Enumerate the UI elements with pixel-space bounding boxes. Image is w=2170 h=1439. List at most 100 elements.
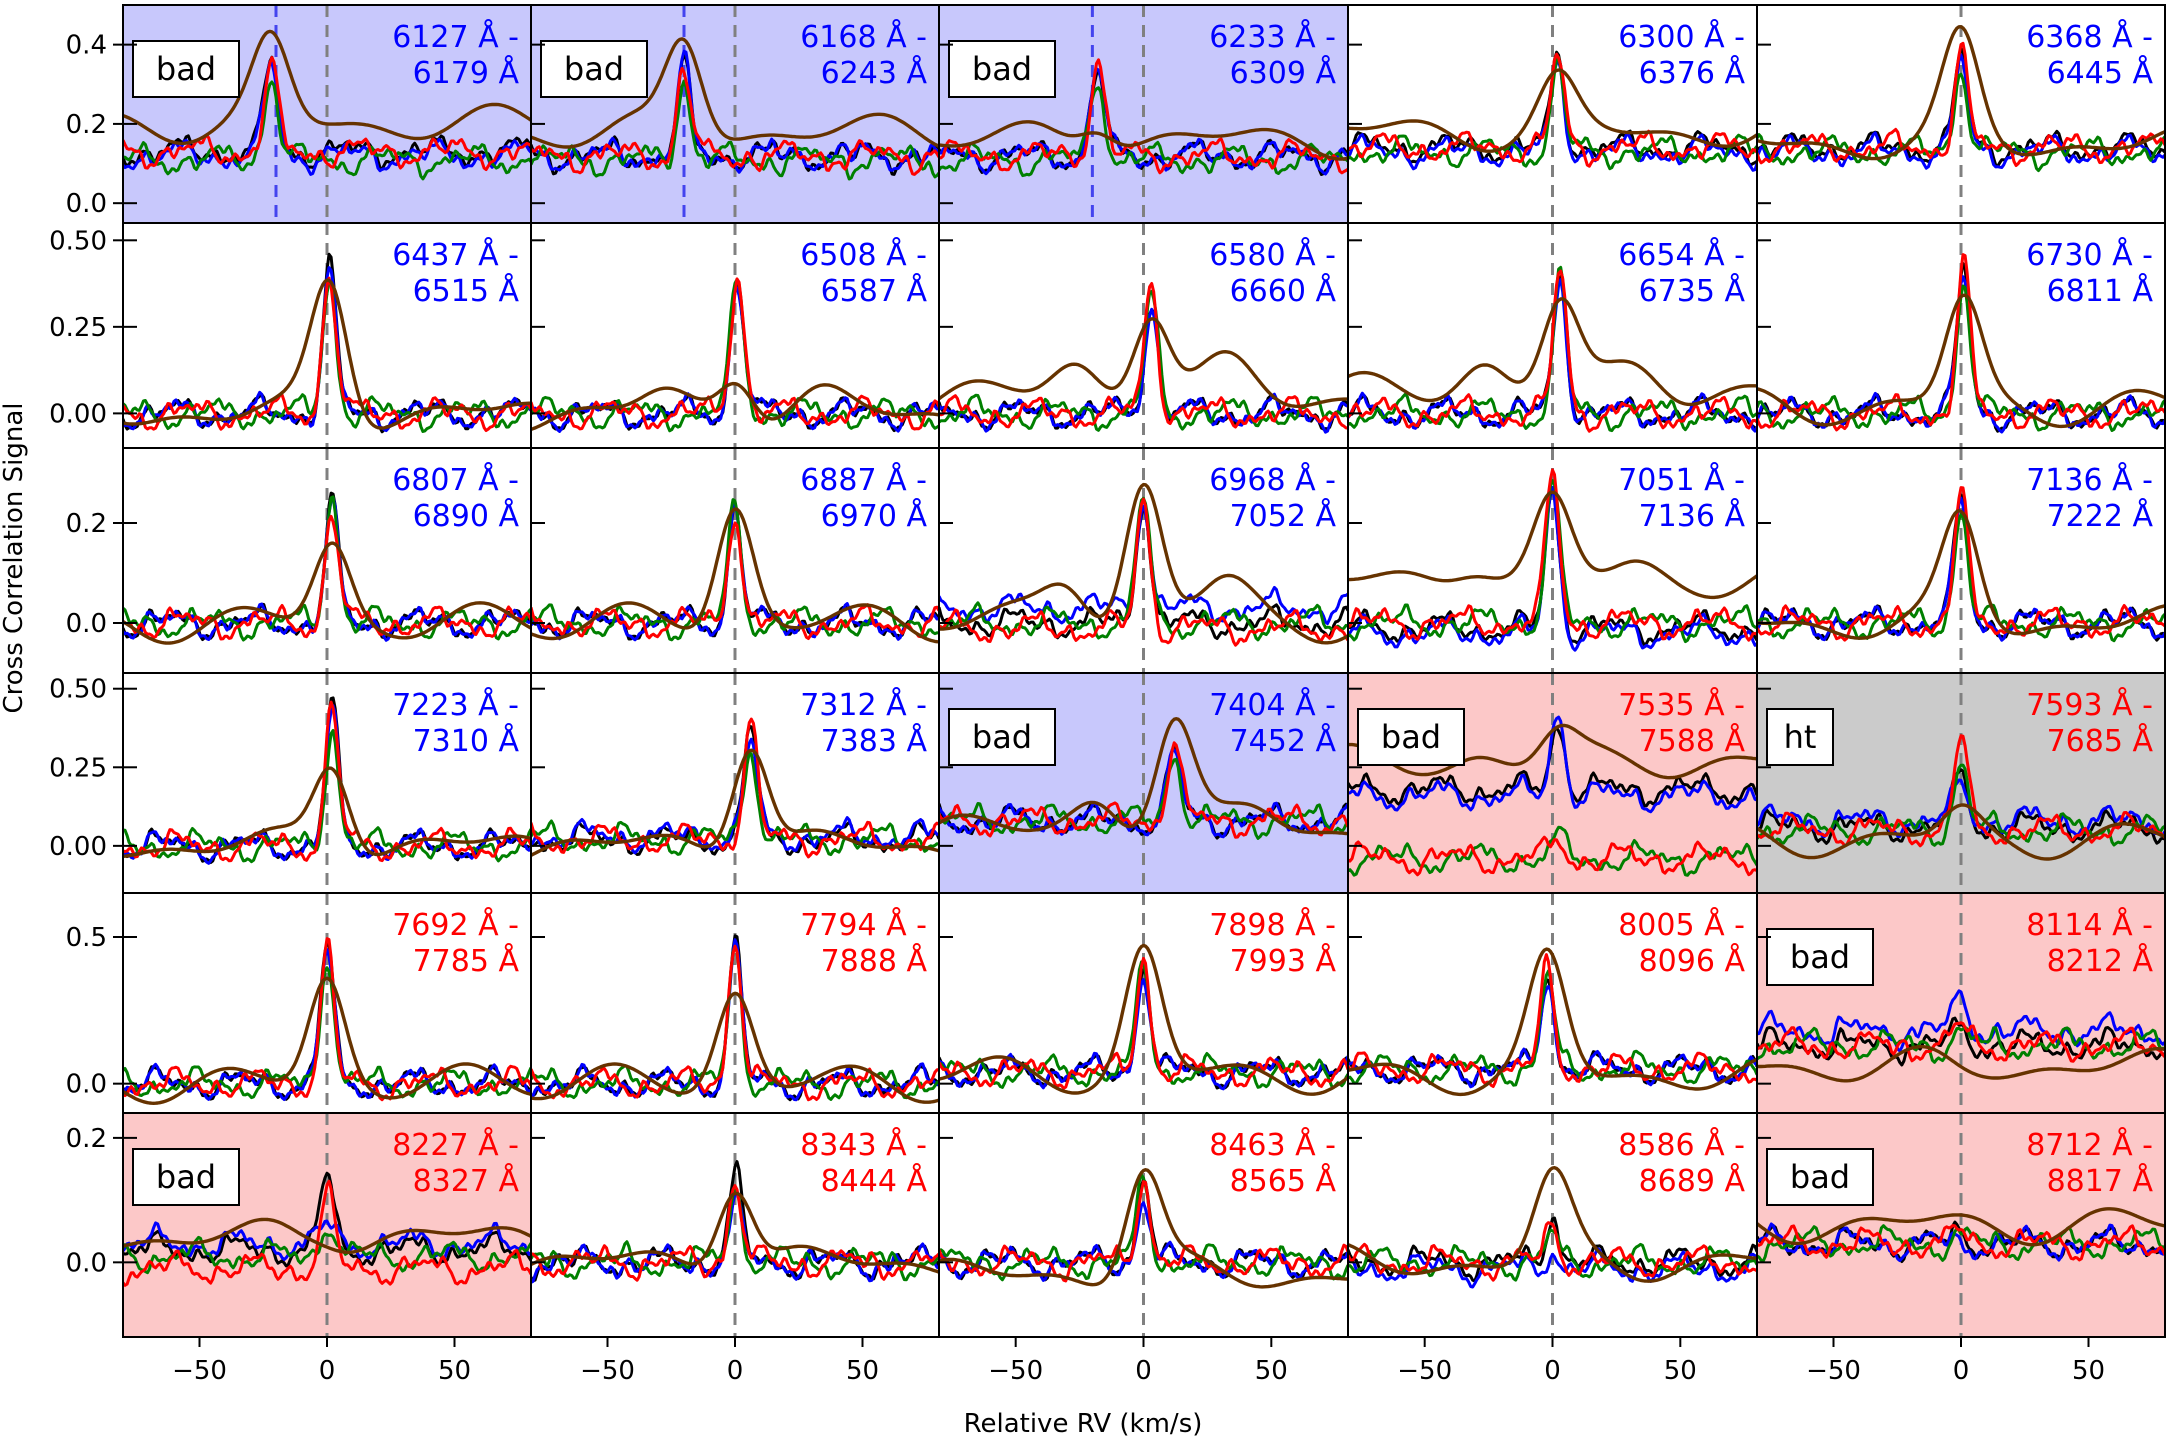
series-line-5 bbox=[1757, 293, 2165, 429]
series-line-5 bbox=[531, 991, 939, 1104]
range-label-line: 7222 Å bbox=[2047, 498, 2154, 534]
wavelength-range-label: 8005 Å -8096 Å bbox=[1618, 907, 1745, 979]
y-tick-label: 0.2 bbox=[66, 509, 107, 539]
wavelength-range-label: 7692 Å -7785 Å bbox=[392, 907, 519, 979]
wavelength-range-label: 7223 Å -7310 Å bbox=[392, 687, 519, 759]
series-line-4 bbox=[123, 937, 531, 1102]
quality-tag-box bbox=[132, 1148, 240, 1206]
range-label-line: 8327 Å bbox=[413, 1163, 520, 1199]
series-line-3 bbox=[1757, 1025, 2165, 1064]
series-line-4 bbox=[123, 700, 531, 863]
wavelength-range-label: 7898 Å -7993 Å bbox=[1209, 907, 1336, 979]
wavelength-range-label: 8712 Å -8817 Å bbox=[2026, 1127, 2153, 1199]
range-label-line: 8817 Å bbox=[2047, 1163, 2154, 1199]
range-label-line: 6811 Å bbox=[2047, 273, 2154, 309]
series-line-2 bbox=[531, 737, 939, 855]
wavelength-range-label: 8586 Å -8689 Å bbox=[1618, 1127, 1745, 1199]
wavelength-range-label: 6368 Å -6445 Å bbox=[2026, 19, 2153, 91]
series-line-5 bbox=[531, 507, 939, 644]
range-label-line: 6508 Å - bbox=[800, 237, 927, 273]
plot-area bbox=[1757, 893, 2165, 1113]
quality-tag-box bbox=[948, 708, 1056, 766]
wavelength-range-label: 6437 Å -6515 Å bbox=[392, 237, 519, 309]
plot-area bbox=[1348, 5, 1757, 223]
series-line-5 bbox=[1348, 723, 1757, 780]
series-line-5 bbox=[939, 717, 1348, 836]
y-axis-label: Cross Correlation Signal bbox=[0, 402, 29, 713]
x-tick-label: 0 bbox=[319, 1356, 336, 1386]
range-label-line: 8565 Å bbox=[1230, 1163, 1337, 1199]
plot-area bbox=[531, 448, 939, 673]
range-label-line: 7136 Å - bbox=[2026, 462, 2153, 498]
range-label-line: 8712 Å - bbox=[2026, 1127, 2153, 1163]
plot-area bbox=[1348, 448, 1757, 673]
series-line-5 bbox=[1348, 490, 1757, 600]
wavelength-range-label: 8463 Å -8565 Å bbox=[1209, 1127, 1336, 1199]
series-line-3 bbox=[1348, 479, 1757, 644]
panel: 6887 Å -6970 Å bbox=[530, 447, 940, 674]
range-label-line: 6445 Å bbox=[2047, 55, 2154, 91]
quality-tag-label: bad bbox=[156, 50, 216, 88]
x-tick-label: −50 bbox=[988, 1356, 1043, 1386]
panel: 6437 Å -6515 Å bbox=[122, 222, 532, 449]
wavelength-range-label: 7136 Å -7222 Å bbox=[2026, 462, 2153, 534]
plot-area bbox=[531, 5, 939, 223]
series-line-4 bbox=[1348, 1221, 1757, 1282]
series-line-5 bbox=[1757, 25, 2165, 161]
panel: 6580 Å -6660 Å bbox=[938, 222, 1349, 449]
range-label-line: 8005 Å - bbox=[1618, 907, 1745, 943]
panel: 7692 Å -7785 Å bbox=[122, 892, 532, 1114]
panel: 7404 Å -7452 Å bad bbox=[938, 672, 1349, 894]
series-line-4 bbox=[1348, 953, 1757, 1088]
series-line-5 bbox=[123, 541, 531, 645]
panel: 6300 Å -6376 Å bbox=[1347, 4, 1758, 224]
panel: 8586 Å -8689 Å bbox=[1347, 1112, 1758, 1338]
series-line-4 bbox=[531, 521, 939, 640]
series-line-4 bbox=[531, 717, 939, 859]
range-label-line: 8444 Å bbox=[821, 1163, 928, 1199]
range-label-line: 6587 Å bbox=[821, 273, 928, 309]
range-label-line: 6735 Å bbox=[1639, 273, 1746, 309]
range-label-line: 7383 Å bbox=[821, 723, 928, 759]
series-line-4 bbox=[531, 66, 939, 176]
wavelength-range-label: 6730 Å -6811 Å bbox=[2026, 237, 2153, 309]
plot-area bbox=[123, 893, 531, 1113]
panel: 7535 Å -7588 Å bad bbox=[1347, 672, 1758, 894]
quality-tag-box bbox=[1766, 928, 1874, 986]
series-line-3 bbox=[1757, 763, 2165, 847]
series-line-4 bbox=[1757, 734, 2165, 848]
x-tick-label: −50 bbox=[1806, 1356, 1861, 1386]
x-tick-label: 50 bbox=[438, 1356, 471, 1386]
series-line-5 bbox=[1348, 1166, 1757, 1283]
range-label-line: 8586 Å - bbox=[1618, 1127, 1745, 1163]
y-tick-label: 0.2 bbox=[66, 1124, 107, 1154]
range-label-line: 6233 Å - bbox=[1209, 19, 1336, 55]
series-line-1 bbox=[1348, 1216, 1757, 1283]
plot-area bbox=[1348, 673, 1757, 893]
panel: 6127 Å -6179 Å bad bbox=[122, 4, 532, 224]
range-label-line: 7785 Å bbox=[413, 943, 520, 979]
series-line-3 bbox=[123, 1232, 531, 1275]
y-tick-label: 0.0 bbox=[66, 189, 107, 219]
range-label-line: 6654 Å - bbox=[1618, 237, 1745, 273]
series-line-5 bbox=[1348, 947, 1757, 1097]
series-line-4 bbox=[123, 514, 531, 641]
range-label-line: 6887 Å - bbox=[800, 462, 927, 498]
quality-tag-label: bad bbox=[1790, 1158, 1850, 1196]
x-tick-label: 50 bbox=[846, 1356, 879, 1386]
range-label-line: 7794 Å - bbox=[800, 907, 927, 943]
x-tick-label: 50 bbox=[1664, 1356, 1697, 1386]
panel: 6508 Å -6587 Å bbox=[530, 222, 940, 449]
range-label-line: 7588 Å bbox=[1639, 723, 1746, 759]
series-line-3 bbox=[531, 79, 939, 181]
range-label-line: 6580 Å - bbox=[1209, 237, 1336, 273]
plot-area bbox=[123, 1113, 531, 1337]
range-label-line: 7993 Å bbox=[1230, 943, 1337, 979]
range-label-line: 7452 Å bbox=[1230, 723, 1337, 759]
quality-tag-box bbox=[1357, 708, 1465, 766]
y-tick-label: 0.5 bbox=[66, 923, 107, 953]
series-line-1 bbox=[123, 1171, 531, 1268]
x-tick-label: −50 bbox=[580, 1356, 635, 1386]
range-label-line: 8114 Å - bbox=[2026, 907, 2153, 943]
